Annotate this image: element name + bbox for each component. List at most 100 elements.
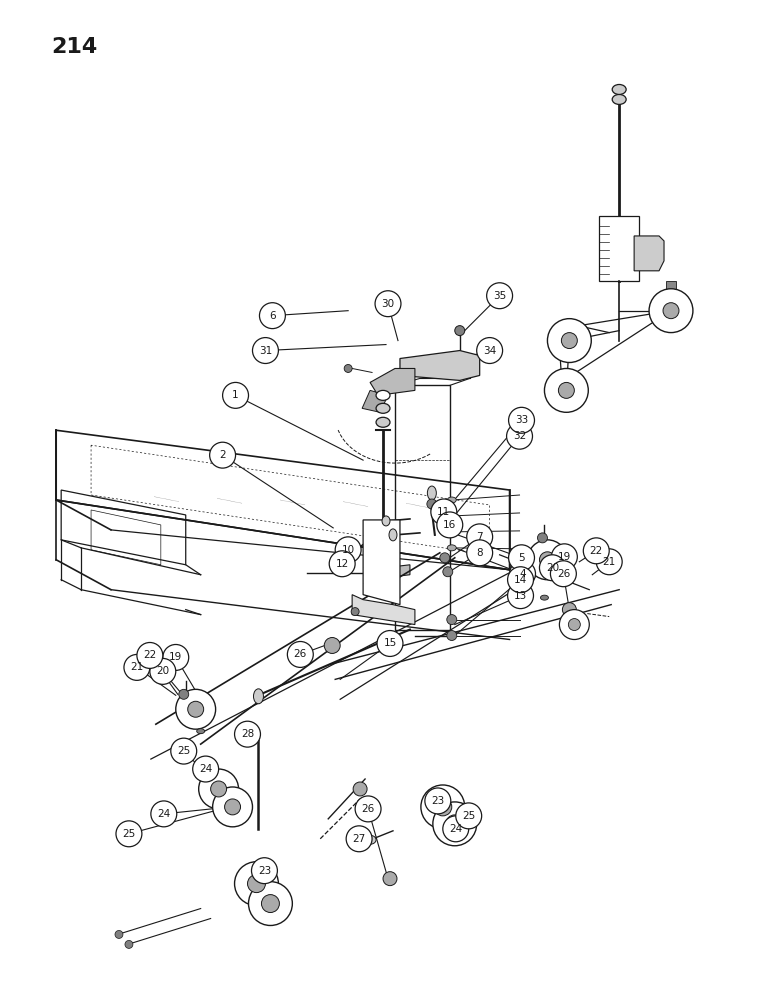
Circle shape [583, 538, 609, 564]
Circle shape [649, 289, 693, 333]
Circle shape [171, 738, 197, 764]
Text: 4: 4 [519, 569, 526, 579]
Circle shape [443, 567, 452, 577]
Circle shape [124, 654, 150, 680]
Text: 26: 26 [557, 569, 570, 579]
Ellipse shape [376, 390, 390, 400]
Text: 27: 27 [353, 834, 366, 844]
Text: 23: 23 [258, 866, 271, 876]
Circle shape [176, 689, 215, 729]
Text: 15: 15 [384, 638, 396, 648]
Circle shape [551, 561, 576, 587]
Ellipse shape [389, 529, 397, 541]
Ellipse shape [447, 545, 456, 551]
Circle shape [596, 549, 622, 575]
Text: 10: 10 [342, 545, 355, 555]
Polygon shape [599, 216, 639, 281]
Circle shape [527, 540, 567, 580]
Text: 20: 20 [546, 563, 559, 573]
Text: 5: 5 [518, 553, 525, 563]
Circle shape [261, 895, 279, 913]
Circle shape [375, 291, 401, 317]
Ellipse shape [612, 84, 626, 94]
Text: 2: 2 [219, 450, 226, 460]
Circle shape [431, 499, 457, 525]
Circle shape [193, 756, 218, 782]
Text: 25: 25 [462, 811, 475, 821]
Circle shape [447, 615, 457, 625]
Polygon shape [400, 351, 480, 380]
Text: 20: 20 [156, 666, 169, 676]
Circle shape [477, 338, 502, 363]
Circle shape [151, 801, 177, 827]
Ellipse shape [382, 516, 390, 526]
Ellipse shape [254, 689, 264, 704]
Circle shape [548, 319, 591, 362]
Text: 21: 21 [130, 662, 144, 672]
Circle shape [210, 442, 236, 468]
Text: 7: 7 [477, 532, 483, 542]
Circle shape [447, 631, 457, 640]
Circle shape [540, 552, 555, 568]
Circle shape [437, 512, 463, 538]
Circle shape [509, 545, 534, 571]
Text: 19: 19 [169, 652, 183, 662]
Polygon shape [370, 368, 415, 395]
Circle shape [508, 583, 534, 609]
Text: 33: 33 [515, 415, 528, 425]
Circle shape [663, 303, 679, 319]
Circle shape [353, 782, 367, 796]
Text: 8: 8 [477, 548, 483, 558]
Circle shape [355, 796, 381, 822]
Circle shape [551, 544, 577, 570]
Circle shape [179, 689, 189, 699]
Polygon shape [385, 565, 410, 578]
Circle shape [163, 644, 189, 670]
Circle shape [569, 619, 580, 631]
Ellipse shape [447, 529, 456, 535]
Text: 24: 24 [449, 824, 463, 834]
Ellipse shape [427, 486, 436, 500]
Ellipse shape [376, 403, 390, 413]
Ellipse shape [612, 94, 626, 104]
Text: 6: 6 [269, 311, 276, 321]
Circle shape [540, 555, 566, 581]
Circle shape [287, 641, 314, 667]
Circle shape [251, 858, 278, 884]
Polygon shape [634, 236, 664, 271]
Text: 19: 19 [558, 552, 571, 562]
Polygon shape [666, 281, 676, 289]
Circle shape [225, 799, 240, 815]
Ellipse shape [197, 729, 204, 734]
Circle shape [466, 524, 493, 550]
Circle shape [421, 785, 465, 829]
Text: 12: 12 [335, 559, 349, 569]
Polygon shape [375, 545, 390, 590]
Circle shape [559, 610, 589, 640]
Circle shape [434, 798, 452, 816]
Text: 21: 21 [603, 557, 616, 567]
Text: 26: 26 [294, 649, 307, 659]
Text: 25: 25 [122, 829, 136, 839]
Circle shape [346, 826, 372, 852]
Text: 16: 16 [443, 520, 456, 530]
Circle shape [150, 658, 176, 684]
Circle shape [222, 382, 249, 408]
Polygon shape [363, 520, 400, 605]
Circle shape [537, 533, 548, 543]
Circle shape [446, 815, 464, 833]
Circle shape [443, 816, 469, 842]
Circle shape [125, 940, 133, 948]
Circle shape [115, 930, 123, 938]
Circle shape [188, 701, 204, 717]
Circle shape [383, 872, 397, 886]
Circle shape [440, 553, 450, 563]
Circle shape [211, 781, 226, 797]
Ellipse shape [541, 595, 548, 600]
Polygon shape [362, 390, 388, 412]
Ellipse shape [364, 835, 376, 844]
Circle shape [544, 368, 588, 412]
Circle shape [427, 499, 437, 509]
Circle shape [433, 802, 477, 846]
Text: 34: 34 [483, 346, 496, 356]
